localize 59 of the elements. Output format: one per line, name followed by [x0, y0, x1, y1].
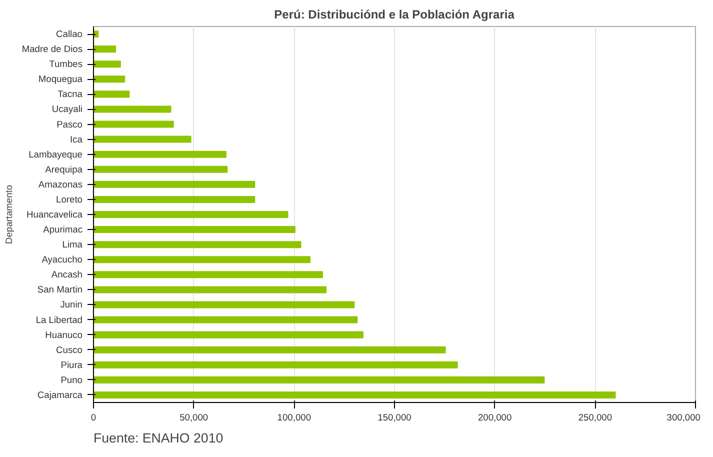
y-tick-label: Apurimac	[43, 224, 83, 235]
y-tick-label: Moquegua	[38, 74, 84, 84]
bar	[94, 271, 323, 278]
y-tick-label: Ica	[70, 134, 84, 144]
bar	[94, 150, 226, 158]
y-tick-label: La Libertad	[36, 314, 83, 325]
bar	[94, 196, 256, 203]
bar	[94, 301, 355, 308]
bar	[94, 391, 616, 398]
y-tick-label: Loreto	[56, 194, 83, 204]
y-tick-label: Lima	[62, 240, 84, 250]
source-note: Fuente: ENAHO 2010	[94, 430, 224, 446]
y-tick-label: Lambayeque	[28, 149, 82, 160]
bar	[94, 106, 172, 113]
y-tick-label: Madre de Dios	[22, 44, 83, 54]
y-axis-title: Departamento	[4, 184, 14, 244]
x-tick-label: 0	[90, 412, 96, 422]
bar	[94, 226, 296, 234]
x-tick-label: 150,000	[378, 412, 412, 422]
y-tick-label: Callao	[56, 29, 83, 40]
y-tick-label: Cajamarca	[37, 390, 84, 400]
x-tick-label: 300,000	[666, 412, 701, 422]
bar	[94, 241, 302, 248]
bar	[94, 166, 228, 173]
bar	[94, 60, 121, 68]
y-tick-label: Ancash	[51, 270, 83, 280]
bar	[94, 376, 545, 384]
bar	[94, 120, 174, 128]
bar	[94, 76, 126, 83]
bar	[94, 316, 358, 324]
x-tick-label: 250,000	[578, 412, 612, 422]
y-tick-label: Amazonas	[38, 179, 83, 190]
bar	[94, 136, 192, 143]
y-tick-label: Huanuco	[45, 330, 83, 340]
x-tick-label: 200,000	[478, 412, 512, 422]
bar	[94, 331, 364, 338]
y-tick-label: Puno	[60, 374, 83, 385]
bar	[94, 180, 256, 188]
y-tick-label: Arequipa	[45, 164, 84, 174]
y-tick-label: Pasco	[56, 119, 83, 130]
y-tick-label: Ucayali	[52, 104, 83, 114]
y-tick-label: Junin	[60, 300, 83, 310]
y-tick-label: Tumbes	[49, 59, 83, 70]
y-tick-label: Cusco	[56, 344, 83, 355]
bar	[94, 210, 288, 218]
x-tick-label: 100,000	[277, 412, 312, 422]
bar	[94, 361, 458, 368]
y-tick-label: Huancavelica	[26, 210, 84, 220]
chart-title: Perú: Distribuciónd e la Población Agraria	[274, 8, 515, 22]
y-tick-label: Piura	[60, 360, 84, 370]
bar	[94, 90, 130, 98]
bar	[94, 286, 327, 294]
bar	[94, 346, 446, 354]
y-tick-label: Tacna	[58, 89, 84, 100]
bar	[94, 46, 116, 53]
y-tick-label: San Martin	[37, 284, 83, 295]
y-tick-label: Ayacucho	[42, 254, 82, 265]
x-tick-label: 50,000	[180, 412, 208, 422]
bar	[94, 256, 311, 264]
